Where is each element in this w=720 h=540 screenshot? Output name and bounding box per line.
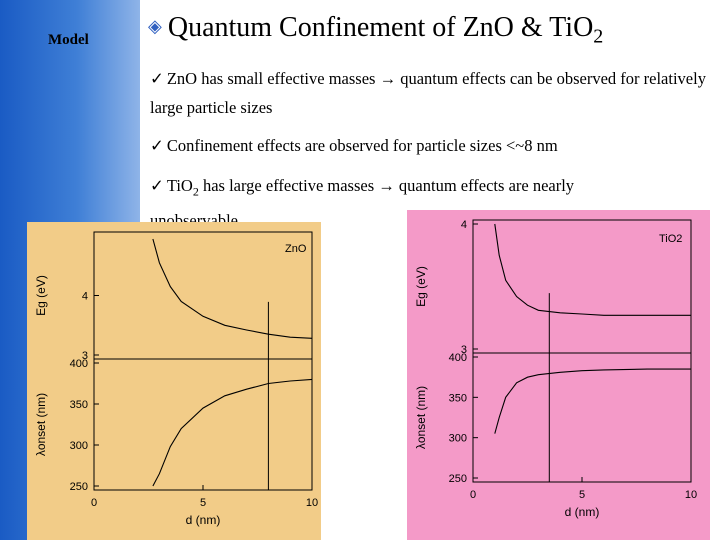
y-tick-label: 350 bbox=[70, 399, 88, 411]
y-tick-label: 4 bbox=[461, 219, 467, 231]
chart-background bbox=[407, 210, 710, 540]
x-tick-label: 5 bbox=[200, 497, 206, 509]
y-tick-label: 250 bbox=[449, 473, 467, 485]
y-tick-label: 250 bbox=[70, 481, 88, 493]
x-tick-label: 0 bbox=[470, 489, 476, 501]
title-text: Quantum Confinement of ZnO & TiO bbox=[167, 12, 594, 43]
zno-chart-svg: ZnO 3 4 Eg (eV) 400 350 300 250 λonset (nm) 0 5 10 d… bbox=[27, 222, 321, 540]
bullet-2-text: Confinement effects are observed for par… bbox=[166, 136, 558, 155]
y-tick-label: 4 bbox=[82, 291, 88, 303]
diamond-bullet-icon: ◈ bbox=[148, 16, 162, 36]
y-tick-label: 3 bbox=[461, 344, 467, 356]
y-tick-label: 400 bbox=[70, 358, 88, 370]
series-label: TiO2 bbox=[659, 233, 682, 245]
y-tick-label: 3 bbox=[82, 350, 88, 362]
tio2-chart: TiO2 4 3 Eg (eV) 400 350 300 250 λonset (nm) 0 5 10… bbox=[407, 210, 710, 540]
check-icon: ✓ bbox=[150, 176, 164, 195]
x-axis-label: d (nm) bbox=[186, 513, 221, 527]
data-curve bbox=[152, 378, 313, 487]
check-icon: ✓ bbox=[150, 69, 164, 88]
slide-title: ◈ Quantum Confinement of ZnO & TiO2 bbox=[148, 12, 603, 49]
y-axis-label: Eg (eV) bbox=[34, 275, 48, 316]
y-tick-label: 300 bbox=[70, 440, 88, 452]
x-tick-label: 5 bbox=[579, 489, 585, 501]
y-axis-label: Eg (eV) bbox=[414, 266, 428, 307]
y-axis-label: λonset (nm) bbox=[414, 386, 428, 449]
zno-chart: ZnO 3 4 Eg (eV) 400 350 300 250 λonset (nm) 0 5 10 d… bbox=[27, 222, 321, 540]
bullet-1-pre: ZnO has small effective masses bbox=[166, 69, 380, 88]
sidebar-label: Model bbox=[48, 32, 89, 48]
chart-background bbox=[27, 222, 321, 540]
y-tick-label: 400 bbox=[449, 352, 467, 364]
data-curve bbox=[494, 223, 691, 316]
y-axis-label: λonset (nm) bbox=[34, 393, 48, 456]
bullet-1-post: quantum effects can be observed for rela… bbox=[150, 69, 706, 117]
title-subscript: 2 bbox=[593, 25, 604, 48]
y-tick-label: 300 bbox=[449, 433, 467, 445]
check-icon: ✓ bbox=[150, 136, 164, 155]
arrow-icon: → bbox=[378, 176, 395, 195]
bullet-3-pre2: has large effective masses bbox=[198, 176, 379, 195]
arrow-icon: → bbox=[379, 69, 397, 88]
bullet-3-subscript: 2 bbox=[192, 184, 199, 199]
sidebar-panel: Model bbox=[0, 0, 140, 200]
bullet-1: ✓ ZnO has small effective masses → quantu… bbox=[150, 64, 710, 122]
data-curve bbox=[152, 238, 313, 339]
data-curve bbox=[494, 368, 691, 434]
tio2-chart-svg: TiO2 4 3 Eg (eV) 400 350 300 250 λonset (nm) 0 5 10… bbox=[407, 210, 710, 540]
bullet-2: ✓ Confinement effects are observed for pa… bbox=[150, 131, 710, 160]
series-label: ZnO bbox=[285, 243, 307, 255]
bullet-3-pre: TiO bbox=[166, 176, 193, 195]
x-tick-label: 10 bbox=[685, 489, 697, 501]
x-tick-label: 10 bbox=[306, 497, 318, 509]
x-tick-label: 0 bbox=[91, 497, 97, 509]
x-axis-label: d (nm) bbox=[565, 505, 600, 519]
y-tick-label: 350 bbox=[449, 392, 467, 404]
